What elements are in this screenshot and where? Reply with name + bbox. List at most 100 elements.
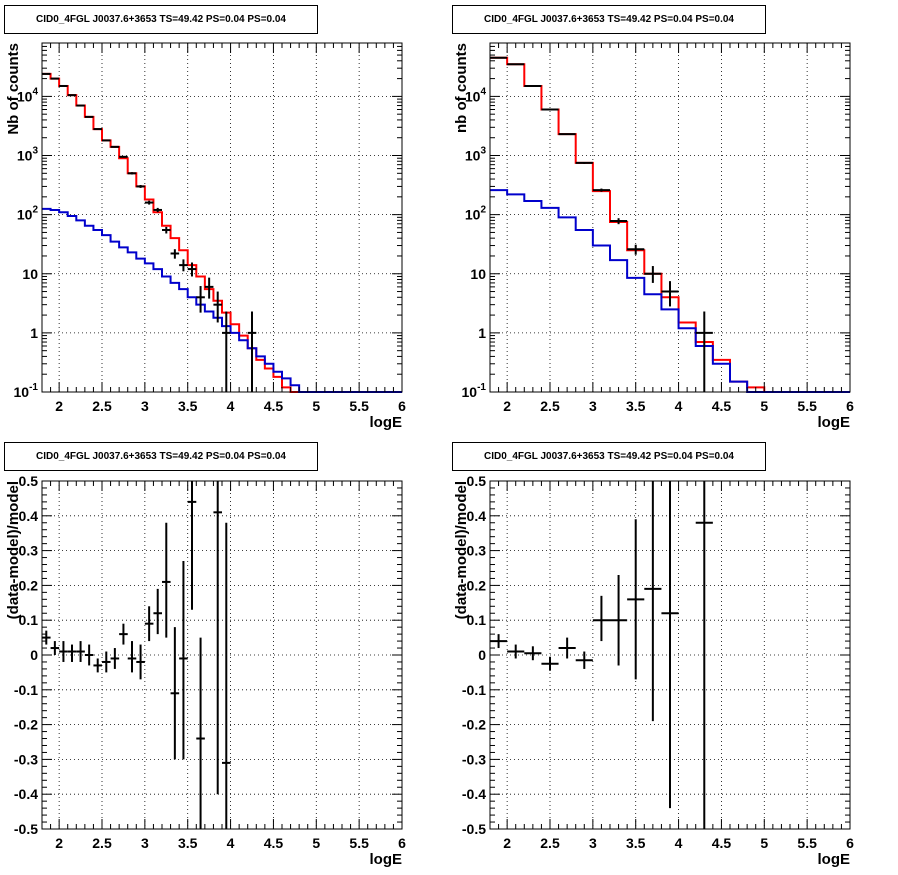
data-point [196, 286, 205, 313]
y-tick-label: 10 [470, 266, 486, 282]
x-tick-label: 2 [55, 835, 63, 851]
data-point [50, 641, 60, 655]
data-point [144, 200, 154, 205]
y-tick-label: 0 [478, 647, 486, 663]
data-point [59, 84, 68, 87]
y-tick-label: 0.2 [467, 577, 487, 593]
x-tick-label: 5.5 [349, 835, 369, 851]
data-point [102, 651, 111, 673]
data-point [507, 644, 525, 659]
data-point [136, 185, 145, 188]
plot-frame [489, 42, 851, 393]
plot-panel-br: 2 2.5 3 3.5 4 4.5 5 5.5 6 -0.5 -0.4 -0.3 -0.2 -0.1 0 0.… [453, 473, 854, 868]
y-tick-label: -0.3 [14, 751, 38, 767]
data-point [67, 644, 77, 662]
panel-title-bottom-left: CID0_4FGL J0037.6+3653 TS=49.42 PS=0.04 … [4, 442, 318, 471]
x-tick-label: 5 [760, 398, 768, 414]
x-tick-label: 4 [227, 398, 235, 414]
y-tick-label: 0.1 [19, 612, 39, 628]
data-point [50, 77, 60, 80]
data-point [213, 291, 222, 323]
y-tick-label: -0.2 [14, 717, 38, 733]
y-tick-label: 0.1 [467, 612, 487, 628]
y-tick-label: 0.5 [19, 473, 39, 489]
y-axis-label: (data-model)/model [5, 481, 22, 619]
data-point [102, 139, 111, 142]
data-point [162, 522, 171, 638]
x-tick-label: 2.5 [540, 835, 560, 851]
data-point [127, 172, 137, 175]
data-point [592, 188, 610, 192]
x-tick-label: 3.5 [178, 835, 198, 851]
data-point [119, 623, 128, 645]
y-tick-label: -0.4 [462, 786, 486, 802]
x-tick-label: 2.5 [92, 398, 112, 414]
data-point [110, 648, 120, 669]
x-tick-label: 6 [846, 398, 854, 414]
y-tick-label: -0.3 [462, 751, 486, 767]
y-tick-label: 10 [22, 266, 38, 282]
data-point [610, 218, 628, 225]
y-axis-label: (data-model)/model [453, 481, 470, 619]
x-tick-label: 4.5 [712, 398, 732, 414]
x-tick-label: 5.5 [349, 398, 369, 414]
y-tick-label: 0 [30, 647, 38, 663]
y-tick-label: -0.1 [462, 682, 486, 698]
y-tick-label: 0.4 [19, 508, 39, 524]
x-tick-label: 5 [312, 398, 320, 414]
panel-title-top-right: CID0_4FGL J0037.6+3653 TS=49.42 PS=0.04 … [452, 5, 766, 34]
data-point [627, 244, 645, 255]
data-point [196, 637, 205, 829]
x-tick-label: 3.5 [626, 835, 646, 851]
data-point [84, 644, 94, 666]
x-tick-label: 6 [846, 835, 854, 851]
y-tick-label: 0.5 [467, 473, 487, 489]
y-tick-label: 10-1 [462, 382, 487, 400]
data-point [162, 226, 171, 234]
x-tick-label: 2 [55, 398, 63, 414]
data-point [524, 646, 542, 661]
data-point [644, 266, 662, 283]
y-tick-label: 0.3 [19, 543, 39, 559]
x-tick-label: 2 [503, 398, 511, 414]
data-point [541, 656, 559, 671]
y-tick-label: 0.4 [467, 508, 487, 524]
x-tick-label: 4 [675, 835, 683, 851]
x-tick-label: 3 [141, 398, 149, 414]
data-point [42, 630, 51, 645]
series-line-total-model [490, 56, 850, 393]
data-point [695, 481, 713, 829]
data-point [170, 249, 180, 259]
x-tick-label: 3.5 [626, 398, 646, 414]
data-point [76, 104, 85, 107]
x-tick-label: 2.5 [92, 835, 112, 851]
y-tick-label: -0.5 [462, 821, 486, 837]
data-point [110, 145, 120, 148]
data-point [187, 262, 197, 277]
data-point [222, 522, 231, 829]
data-point [575, 161, 593, 164]
data-point [558, 133, 576, 136]
data-point [179, 561, 188, 760]
x-axis-label: logE [370, 414, 403, 431]
x-axis-label: logE [818, 414, 851, 431]
y-tick-label: -0.2 [462, 717, 486, 733]
x-axis-label: logE [818, 851, 851, 868]
panel-title-top-left: CID0_4FGL J0037.6+3653 TS=49.42 PS=0.04 … [4, 5, 318, 34]
y-axis-label: Nb of counts [5, 43, 22, 135]
x-tick-label: 5.5 [797, 398, 817, 414]
x-tick-label: 4.5 [712, 835, 732, 851]
data-point [127, 641, 137, 673]
data-point [59, 641, 68, 662]
y-tick-label: 10-1 [14, 382, 39, 400]
data-point [627, 519, 645, 680]
y-tick-label: 0.2 [19, 577, 39, 593]
x-tick-label: 2 [503, 835, 511, 851]
data-point [93, 658, 102, 673]
data-point [592, 595, 610, 642]
data-point [136, 644, 145, 680]
data-point [610, 574, 628, 666]
data-point [213, 481, 222, 795]
data-point [644, 481, 662, 722]
